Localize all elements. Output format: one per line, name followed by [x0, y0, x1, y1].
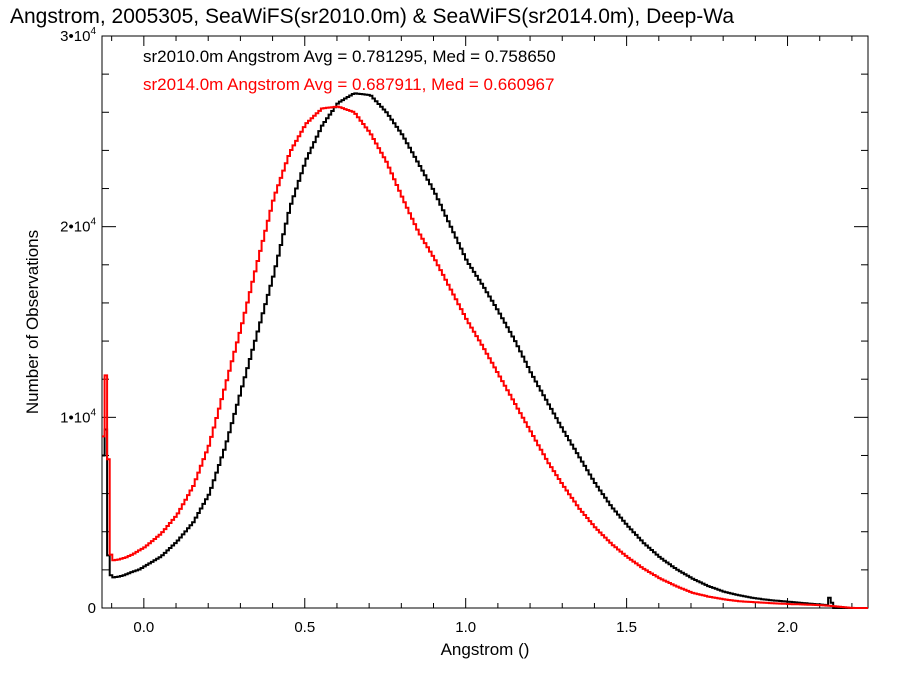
- series-sr2014-line: [102, 105, 868, 609]
- series-sr2010-line: [102, 92, 868, 609]
- annotation-sr2010: sr2010.0m Angstrom Avg = 0.781295, Med =…: [143, 47, 556, 66]
- y-tick-label: 0: [88, 600, 96, 617]
- x-tick-label: 0.5: [294, 619, 315, 636]
- y-axis-label: Number of Observations: [23, 230, 42, 414]
- y-tick-label: 1•104: [60, 407, 96, 426]
- x-tick-labels: 0.0 0.5 1.0 1.5 2.0: [133, 619, 798, 636]
- x-tick-label: 1.0: [455, 619, 476, 636]
- y-tick-label: 3•104: [60, 26, 96, 45]
- plot-frame: [101, 35, 869, 609]
- annotation-sr2014: sr2014.0m Angstrom Avg = 0.687911, Med =…: [143, 75, 554, 94]
- y-tick-label: 2•104: [60, 217, 96, 236]
- series-group: [102, 92, 868, 609]
- x-tick-label: 2.0: [777, 619, 798, 636]
- x-tick-label: 1.5: [616, 619, 637, 636]
- annotations-group: sr2010.0m Angstrom Avg = 0.781295, Med =…: [143, 47, 556, 94]
- chart-title: Angstrom, 2005305, SeaWiFS(sr2010.0m) & …: [10, 5, 734, 28]
- y-tick-labels: 0 1•104 2•104 3•104: [60, 26, 96, 617]
- axis-ticks: [102, 35, 868, 609]
- x-tick-label: 0.0: [133, 619, 154, 636]
- x-axis-label: Angstrom (): [441, 640, 530, 659]
